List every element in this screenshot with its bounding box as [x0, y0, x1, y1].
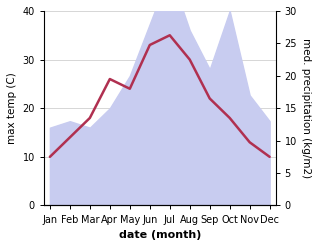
Y-axis label: max temp (C): max temp (C): [7, 72, 17, 144]
X-axis label: date (month): date (month): [119, 230, 201, 240]
Y-axis label: med. precipitation (kg/m2): med. precipitation (kg/m2): [301, 38, 311, 178]
